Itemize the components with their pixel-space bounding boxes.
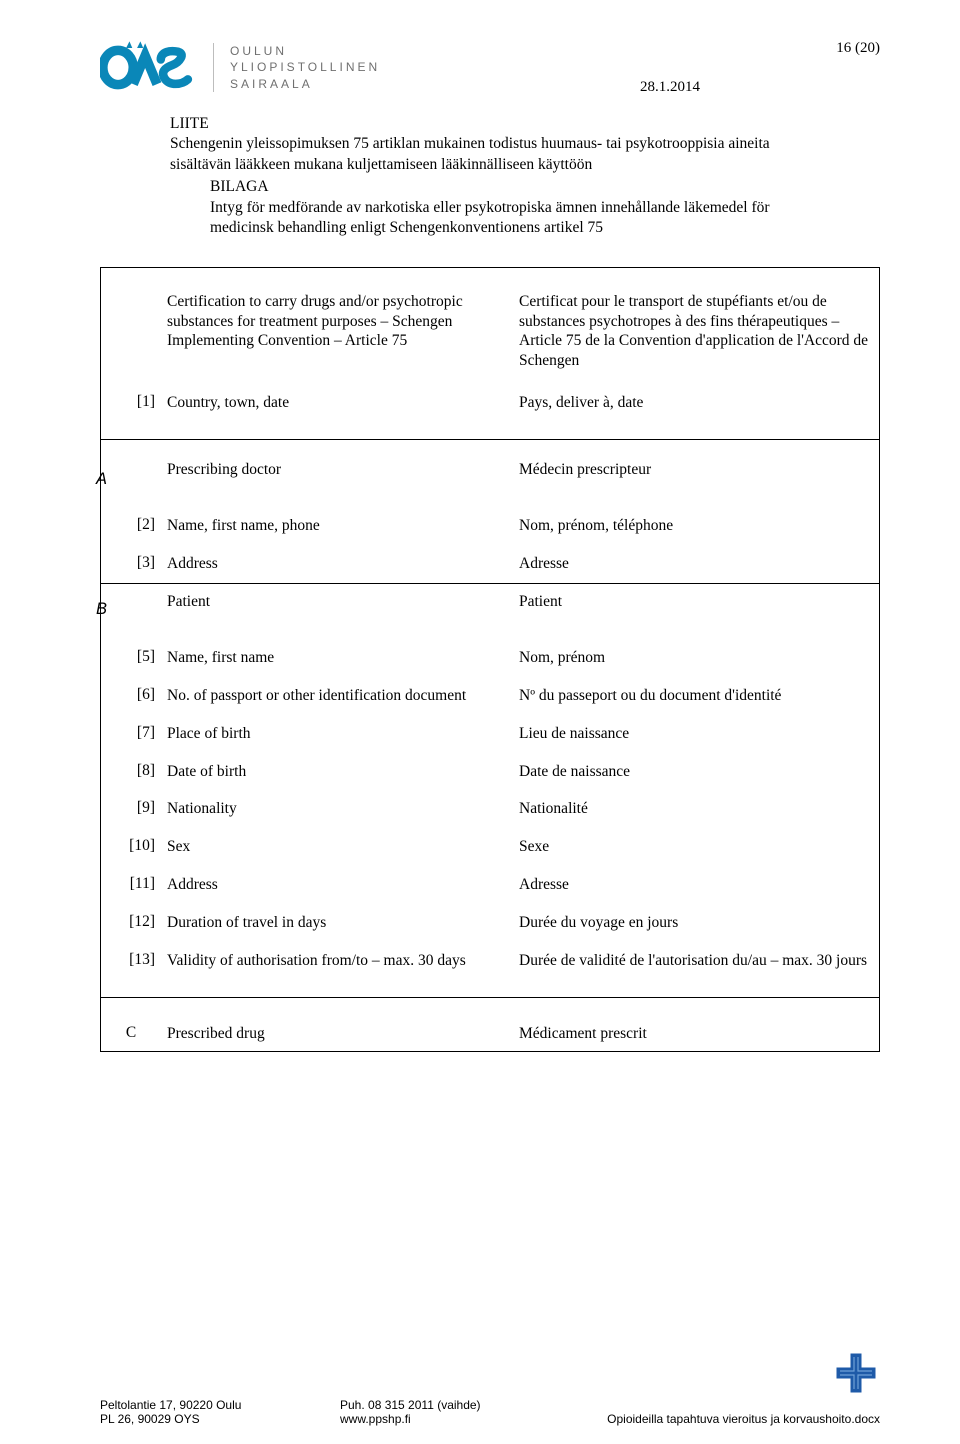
intro-sv: Intyg för medförande av narkotiska eller… — [210, 198, 810, 239]
row12-num: [12] — [101, 909, 161, 937]
row3-en: Address — [161, 550, 513, 578]
logo-text-line1: OULUN — [230, 43, 380, 59]
prescribing-doctor-fr: Médecin prescripteur — [513, 456, 879, 484]
section-c: C Prescribed drug Médicament prescrit — [101, 998, 879, 1052]
heading-liite: LIITE — [170, 114, 810, 134]
logo-text-line2: YLIOPISTOLLINEN — [230, 59, 380, 75]
row2-en: Name, first name, phone — [161, 512, 513, 540]
row9-en: Nationality — [161, 795, 513, 823]
page-number: 16 (20) — [640, 40, 880, 57]
row13-en: Validity of authorisation from/to – max.… — [161, 947, 513, 975]
cert-fr: Certificat pour le transport de stupéfia… — [513, 288, 879, 375]
row11-en: Address — [161, 871, 513, 899]
document-date: 28.1.2014 — [640, 79, 700, 96]
row8-num: [8] — [101, 758, 161, 786]
row3-num: [3] — [101, 550, 161, 578]
row6-fr: Nº du passeport ou du document d'identit… — [513, 682, 879, 710]
page-footer: Peltolantie 17, 90220 Oulu PL 26, 90029 … — [100, 1398, 880, 1426]
logo-block: OULUN YLIOPISTOLLINEN SAIRAALA — [100, 40, 380, 95]
row7-en: Place of birth — [161, 720, 513, 748]
row7-fr: Lieu de naissance — [513, 720, 879, 748]
prescribed-drug-en: Prescribed drug — [161, 1020, 513, 1048]
section-a: A Prescribing doctor Médecin prescripteu… — [101, 440, 879, 584]
row10-en: Sex — [161, 833, 513, 861]
page-header: OULUN YLIOPISTOLLINEN SAIRAALA 16 (20) 2… — [100, 40, 880, 96]
row10-fr: Sexe — [513, 833, 879, 861]
group-label-b: B — [67, 600, 107, 619]
row1-fr: Pays, deliver à, date — [513, 389, 879, 417]
form-frame: Certification to carry drugs and/or psyc… — [100, 267, 880, 1053]
row8-en: Date of birth — [161, 758, 513, 786]
header-right: 16 (20) 28.1.2014 — [640, 40, 880, 96]
row11-fr: Adresse — [513, 871, 879, 899]
patient-fr: Patient — [513, 588, 879, 616]
cert-en: Certification to carry drugs and/or psyc… — [161, 288, 513, 375]
footer-web: www.ppshp.fi — [340, 1412, 600, 1426]
logo-text-line3: SAIRAALA — [230, 76, 380, 92]
section-b: B Patient Patient [5] Name, first name N… — [101, 584, 879, 997]
intro-block: LIITE Schengenin yleissopimuksen 75 arti… — [170, 114, 810, 239]
row7-num: [7] — [101, 720, 161, 748]
row9-fr: Nationalité — [513, 795, 879, 823]
row12-fr: Durée du voyage en jours — [513, 909, 879, 937]
prescribing-doctor-en: Prescribing doctor — [161, 456, 513, 484]
footer-addr2: PL 26, 90029 OYS — [100, 1412, 340, 1426]
logo-text: OULUN YLIOPISTOLLINEN SAIRAALA — [213, 43, 380, 92]
footer-addr1: Peltolantie 17, 90220 Oulu — [100, 1398, 340, 1412]
row3-fr: Adresse — [513, 550, 879, 578]
prescribed-drug-fr: Médicament prescrit — [513, 1020, 879, 1048]
group-label-c: C — [101, 1020, 161, 1048]
heading-bilaga: BILAGA — [210, 177, 810, 197]
row1-num: [1] — [101, 389, 161, 417]
row11-num: [11] — [101, 871, 161, 899]
row2-fr: Nom, prénom, téléphone — [513, 512, 879, 540]
row13-fr: Durée de validité de l'autorisation du/a… — [513, 947, 879, 975]
intro-fi: Schengenin yleissopimuksen 75 artiklan m… — [170, 134, 810, 175]
group-label-a: A — [67, 470, 107, 489]
row5-fr: Nom, prénom — [513, 644, 879, 672]
footer-docname: Opioideilla tapahtuva vieroitus ja korva… — [600, 1412, 880, 1426]
footer-cross-icon — [832, 1349, 880, 1402]
row8-fr: Date de naissance — [513, 758, 879, 786]
row6-en: No. of passport or other identification … — [161, 682, 513, 710]
row5-num: [5] — [101, 644, 161, 672]
footer-contact: Puh. 08 315 2011 (vaihde) www.ppshp.fi — [340, 1398, 600, 1426]
row2-num: [2] — [101, 512, 161, 540]
row10-num: [10] — [101, 833, 161, 861]
row12-en: Duration of travel in days — [161, 909, 513, 937]
footer-phone: Puh. 08 315 2011 (vaihde) — [340, 1398, 600, 1412]
section-header: Certification to carry drugs and/or psyc… — [101, 268, 879, 440]
cell-empty — [101, 288, 161, 375]
row1-en: Country, town, date — [161, 389, 513, 417]
footer-address: Peltolantie 17, 90220 Oulu PL 26, 90029 … — [100, 1398, 340, 1426]
row9-num: [9] — [101, 795, 161, 823]
row5-en: Name, first name — [161, 644, 513, 672]
patient-en: Patient — [161, 588, 513, 616]
oys-logo-icon — [100, 40, 195, 95]
row13-num: [13] — [101, 947, 161, 975]
row6-num: [6] — [101, 682, 161, 710]
